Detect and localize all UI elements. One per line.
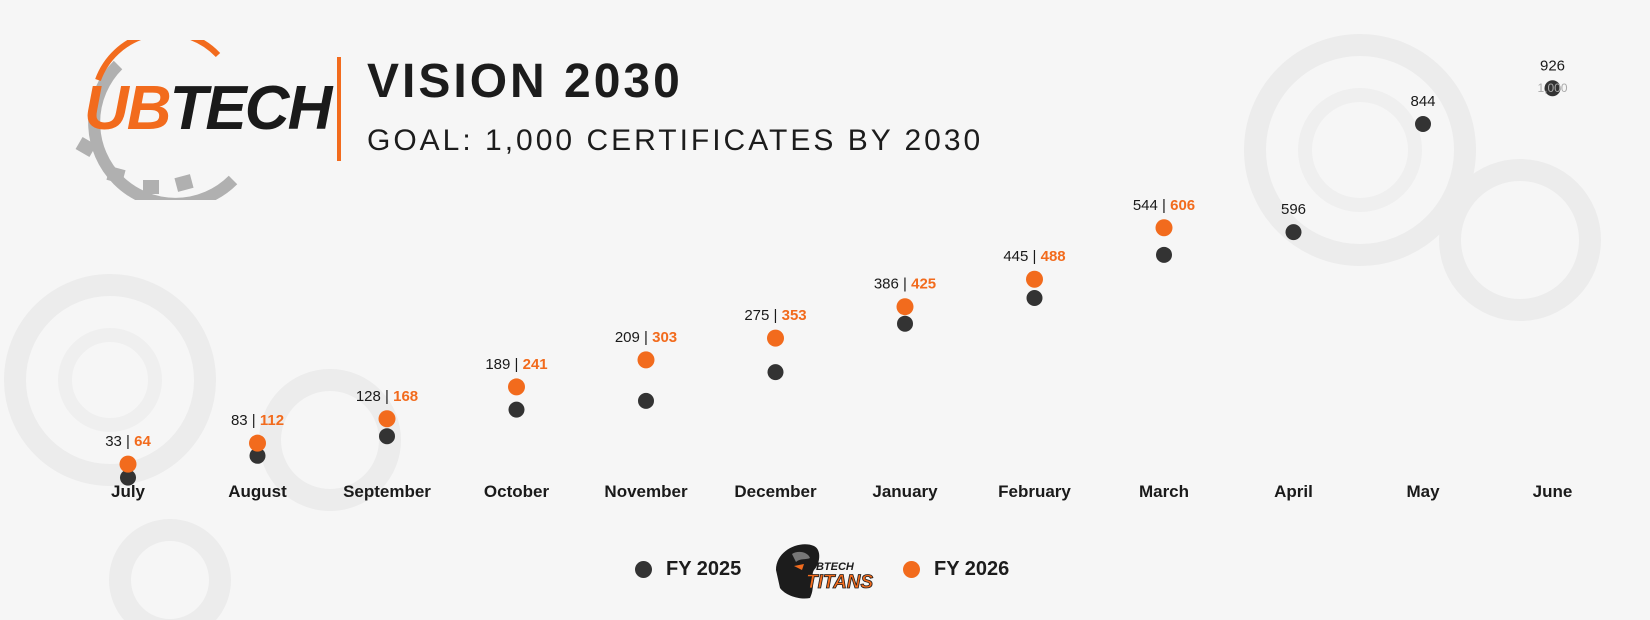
mascot-text-top: UBTECH xyxy=(808,561,855,573)
fy2025-value: 386 | xyxy=(874,276,911,293)
data-label: 209 | 303 xyxy=(615,329,677,346)
x-tick-label: March xyxy=(1139,482,1189,501)
chart-legend: FY 2025 UBTECH TITANS FY 2026 xyxy=(0,540,1650,600)
fy2025-value: 128 | xyxy=(356,388,393,405)
fy2025-point xyxy=(1285,224,1302,241)
fy2026-point xyxy=(767,329,784,347)
x-tick-label: August xyxy=(228,482,287,501)
goal-label: 1,000 xyxy=(1537,81,1567,95)
fy2025-point xyxy=(508,401,525,418)
fy2026-point xyxy=(1026,270,1043,288)
fy2025-value: 33 | xyxy=(105,433,134,450)
x-tick-label: January xyxy=(872,482,938,501)
fy2025-point xyxy=(897,315,913,332)
fy2026-value: 303 xyxy=(652,329,677,346)
fy2026-point xyxy=(249,434,266,452)
fy2026-value: 168 xyxy=(393,388,418,405)
fy2026-value: 353 xyxy=(782,307,807,324)
header-divider xyxy=(337,57,341,161)
fy2026-point xyxy=(119,455,137,473)
fy2025-point xyxy=(638,392,654,409)
data-label: 275 | 353 xyxy=(744,307,806,324)
fy2026-value: 64 xyxy=(134,433,151,450)
legend-label-fy2025: FY 2025 xyxy=(666,558,742,580)
fy2025-value: 83 | xyxy=(231,412,260,429)
fy2026-point xyxy=(508,378,525,396)
x-tick-label: February xyxy=(998,482,1071,501)
page-title: VISION 2030 xyxy=(367,55,683,108)
fy2025-point xyxy=(379,428,395,445)
fy2025-point xyxy=(1544,80,1561,97)
fy2026-value: 241 xyxy=(523,356,548,373)
gear-logo-icon xyxy=(75,29,238,210)
x-tick-label: September xyxy=(343,482,431,501)
x-tick-label: July xyxy=(111,482,146,501)
fy2025-point xyxy=(767,364,784,381)
mascot-text-bottom: TITANS xyxy=(806,572,874,593)
fy2025-point xyxy=(1415,116,1431,133)
fy2025-value: 445 | xyxy=(1003,248,1040,265)
legend-dot-fy2026 xyxy=(903,561,920,578)
x-tick-label: November xyxy=(604,482,688,501)
fy2025-value: 209 | xyxy=(615,329,652,346)
brand-tech-text: TECH xyxy=(169,74,333,143)
legend-dot-fy2025 xyxy=(635,561,652,578)
x-tick-label: December xyxy=(734,482,817,501)
data-label: 33 | 64 xyxy=(105,433,151,450)
data-label: 128 | 168 xyxy=(356,388,418,405)
x-tick-label: June xyxy=(1533,482,1573,501)
fy2026-value: 112 xyxy=(260,412,284,429)
data-label: 386 | 425 xyxy=(874,276,936,293)
legend-label-fy2026: FY 2026 xyxy=(934,558,1010,580)
fy2025-value: 189 | xyxy=(485,356,522,373)
fy2025-data-label: 844 xyxy=(1410,93,1435,110)
data-label: 445 | 488 xyxy=(1003,248,1065,265)
ubtech-logo: UBTECH xyxy=(58,29,332,210)
fy2026-point xyxy=(896,298,914,316)
x-tick-label: April xyxy=(1274,482,1313,501)
fy2025-data-label: 926 xyxy=(1540,57,1565,74)
x-tick-label: May xyxy=(1406,482,1440,501)
data-label: 189 | 241 xyxy=(485,356,547,373)
legend-item-fy2026: FY 2026 xyxy=(903,558,1009,581)
fy2025-point xyxy=(1156,246,1172,263)
fy2025-value: 544 | xyxy=(1133,197,1170,214)
titans-mascot-logo: UBTECH TITANS xyxy=(776,544,874,599)
fy2025-value: 275 | xyxy=(744,307,781,324)
brand-wordmark: UBTECH xyxy=(84,78,332,140)
brand-ub-text: UB xyxy=(84,74,172,143)
x-tick-label: October xyxy=(484,482,550,501)
fy2026-value: 425 xyxy=(911,276,936,293)
fy2026-point xyxy=(1155,219,1173,237)
fy2025-point xyxy=(120,469,136,486)
fy2025-point xyxy=(249,447,266,464)
page-subtitle: GOAL: 1,000 CERTIFICATES BY 2030 xyxy=(367,124,984,157)
fy2026-value: 488 xyxy=(1041,248,1066,265)
fy2026-value: 606 xyxy=(1170,197,1195,214)
legend-item-fy2025: FY 2025 xyxy=(635,558,741,581)
fy2026-point xyxy=(637,351,655,369)
fy2026-point xyxy=(378,410,396,428)
data-label: 544 | 606 xyxy=(1133,197,1195,214)
data-label: 83 | 112 xyxy=(231,412,284,429)
fy2025-point xyxy=(1026,289,1043,306)
fy2025-data-label: 596 xyxy=(1281,201,1306,218)
